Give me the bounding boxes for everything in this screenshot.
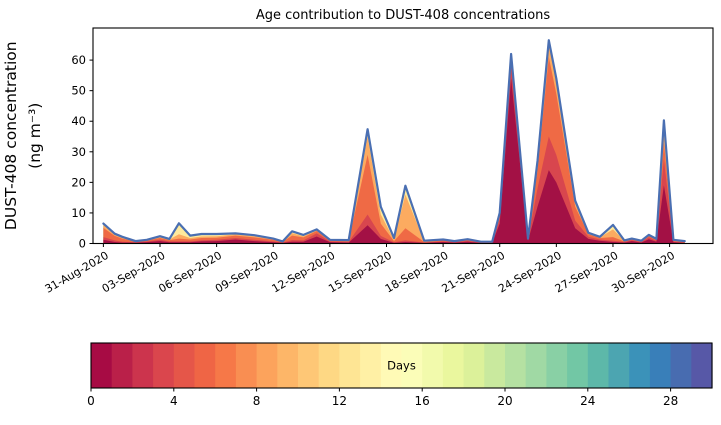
colorbar-segment: [277, 343, 299, 388]
colorbar-tick-label: 20: [497, 394, 512, 408]
y-tick-label: 50: [71, 84, 86, 98]
colorbar-tick-label: 12: [332, 394, 347, 408]
colorbar-segment: [111, 343, 133, 388]
area-band-age-0-2-days: [103, 78, 685, 244]
colorbar-segment: [567, 343, 589, 388]
y-tick-label: 30: [71, 145, 86, 159]
y-tick-label: 20: [71, 175, 86, 189]
y-tick-label: 10: [71, 206, 86, 220]
colorbar-segment: [235, 343, 258, 388]
colorbar-segment: [173, 343, 196, 388]
colorbar-tick-label: 0: [87, 394, 95, 408]
chart-title: Age contribution to DUST-408 concentrati…: [256, 8, 551, 23]
colorbar: Days 0 4 8 12 16 20 24 28: [87, 342, 713, 408]
plot-border: [92, 27, 714, 245]
colorbar-tick-label: 24: [580, 394, 595, 408]
colorbar-segment: [132, 343, 154, 388]
y-axis-label: DUST-408 concentration: [2, 41, 20, 230]
colorbar-segment: [318, 343, 340, 388]
colorbar-segment: [546, 343, 568, 388]
colorbar-segment: [298, 343, 320, 388]
colorbar-tick-label: 16: [415, 394, 430, 408]
colorbar-tick-label: 28: [663, 394, 678, 408]
colorbar-segment: [339, 343, 361, 388]
colorbar-segment: [256, 343, 278, 388]
colorbar-segment: [629, 343, 651, 388]
colorbar-segment: [691, 343, 713, 388]
colorbar-segment: [442, 343, 465, 388]
colorbar-segment: [380, 343, 403, 388]
y-tick-label: 40: [71, 114, 86, 128]
total-concentration-line: [102, 39, 686, 243]
colorbar-label: Days: [387, 359, 416, 373]
colorbar-segment: [360, 343, 382, 388]
colorbar-segment: [215, 343, 237, 388]
colorbar-segment: [91, 343, 113, 388]
colorbar-segment: [422, 343, 444, 388]
y-axis-label-units: (ng m⁻³): [26, 103, 44, 169]
colorbar-segment: [608, 343, 630, 388]
colorbar-segment: [401, 343, 423, 388]
colorbar-segment: [505, 343, 527, 388]
y-axis: 0 10 20 30 40 50 60: [71, 53, 93, 251]
colorbar-segment: [649, 343, 672, 388]
colorbar-segment: [587, 343, 610, 388]
colorbar-segment: [484, 343, 506, 388]
stacked-areas: [103, 40, 685, 244]
area-band-age-3-5-days: [103, 63, 685, 244]
colorbar-segment: [463, 343, 485, 388]
colorbar-border: [90, 342, 713, 389]
colorbar-segment: [153, 343, 175, 388]
colorbar-tick-label: 4: [170, 394, 178, 408]
y-tick-label: 0: [79, 237, 86, 251]
y-tick-label: 60: [71, 53, 86, 67]
colorbar-segment: [194, 343, 216, 388]
colorbar-segment: [670, 343, 692, 388]
colorbar-tick-label: 8: [253, 394, 261, 408]
colorbar-segment: [525, 343, 547, 388]
